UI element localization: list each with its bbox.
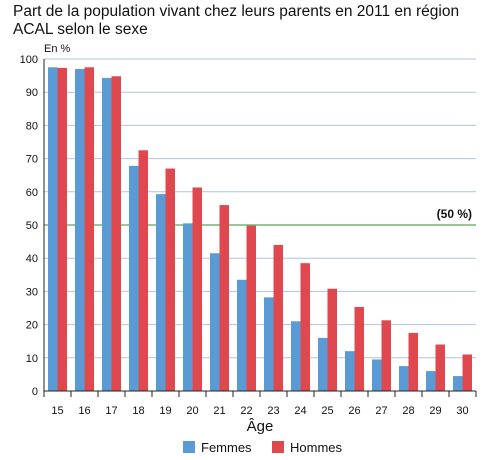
x-tick-label: 23 [267, 405, 279, 417]
x-tick-label: 15 [51, 405, 63, 417]
bar-femmes-22 [237, 279, 247, 391]
bar-femmes-18 [129, 165, 139, 391]
bar-hommes-17 [111, 76, 121, 391]
y-tick-label: 0 [32, 386, 38, 398]
y-tick-label: 30 [26, 286, 38, 298]
x-tick-label: 24 [294, 405, 306, 417]
labels: 0 10 20 30 40 50 60 70 80 90 100 15 16 17 18 19 20 21 22 23… [20, 43, 469, 435]
legend-label-femmes: Femmes [201, 440, 252, 455]
bar-hommes-21 [219, 205, 229, 391]
bar-femmes-17 [102, 77, 112, 391]
y-tick-label: 20 [26, 320, 38, 332]
y-tick-label: 40 [26, 253, 38, 265]
bar-hommes-28 [408, 332, 418, 391]
x-tick-label: 20 [186, 405, 198, 417]
y-axis-title: En % [44, 43, 71, 55]
bar-femmes-28 [399, 366, 409, 391]
y-tick-label: 50 [26, 220, 38, 232]
bar-hommes-22 [246, 225, 256, 391]
bar-hommes-26 [354, 307, 364, 391]
reference-line-label: (50 %) [437, 207, 472, 221]
bar-femmes-26 [345, 351, 355, 391]
x-axis-title: Âge [247, 418, 274, 435]
y-tick-label: 70 [26, 154, 38, 166]
bar-femmes-25 [318, 337, 328, 391]
x-tick-label: 21 [213, 405, 225, 417]
x-tick-label: 28 [402, 405, 414, 417]
bar-femmes-23 [264, 297, 274, 391]
x-tick-label: 29 [429, 405, 441, 417]
x-tick-label: 19 [159, 405, 171, 417]
chart-title: Part de la population vivant chez leurs … [13, 3, 460, 38]
bar-hommes-25 [327, 288, 337, 391]
axes [43, 59, 477, 397]
x-tick-label: 18 [132, 405, 144, 417]
bar-hommes-18 [138, 150, 148, 391]
x-tick-label: 26 [348, 405, 360, 417]
bar-hommes-20 [192, 187, 202, 391]
bar-hommes-29 [435, 344, 445, 391]
bar-hommes-24 [300, 263, 310, 391]
y-tick-label: 60 [26, 187, 38, 199]
y-tick-label: 90 [26, 87, 38, 99]
x-tick-label: 16 [78, 405, 90, 417]
y-tick-label: 10 [26, 353, 38, 365]
bar-hommes-16 [84, 67, 94, 392]
x-tick-label: 22 [240, 405, 252, 417]
bar-femmes-21 [210, 253, 220, 391]
bar-femmes-20 [183, 223, 193, 391]
legend-swatch-femmes [183, 441, 195, 453]
x-tick-label: 27 [375, 405, 387, 417]
x-tick-label: 17 [105, 405, 117, 417]
bars [48, 67, 472, 392]
bar-hommes-19 [165, 168, 175, 391]
bar-femmes-27 [372, 359, 382, 391]
bar-hommes-27 [381, 320, 391, 391]
bar-femmes-24 [291, 321, 301, 391]
bar-femmes-30 [453, 376, 463, 391]
bar-femmes-19 [156, 194, 166, 391]
y-tick-label: 100 [20, 54, 38, 66]
legend-label-hommes: Hommes [290, 440, 343, 455]
bar-femmes-29 [426, 371, 436, 391]
x-tick-label: 30 [456, 405, 468, 417]
bar-hommes-23 [273, 244, 283, 391]
y-tick-label: 80 [26, 120, 38, 132]
x-tick-label: 25 [321, 405, 333, 417]
bar-hommes-15 [57, 67, 67, 392]
bar-femmes-15 [48, 67, 58, 392]
bar-femmes-16 [75, 68, 85, 392]
legend-swatch-hommes [272, 441, 284, 453]
legend: Femmes Hommes [183, 440, 343, 455]
bar-hommes-30 [462, 354, 472, 391]
